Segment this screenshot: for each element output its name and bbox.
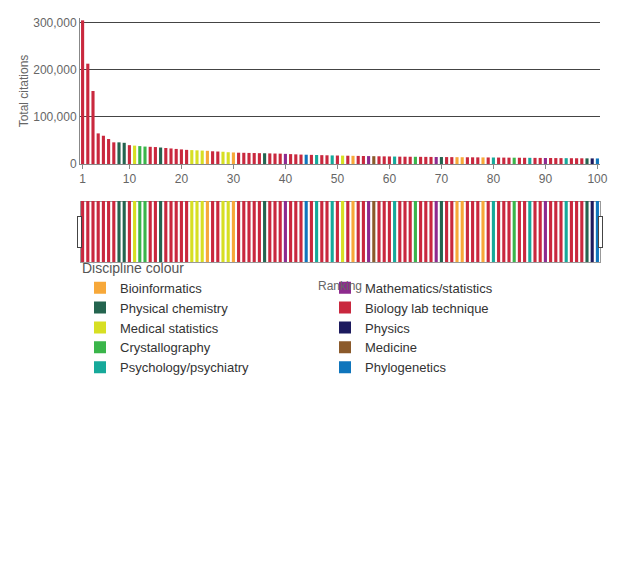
svg-text:Physical chemistry: Physical chemistry — [120, 301, 228, 316]
svg-text:10: 10 — [123, 172, 137, 186]
svg-text:40: 40 — [279, 172, 293, 186]
svg-text:50: 50 — [331, 172, 345, 186]
svg-text:Discipline colour: Discipline colour — [82, 259, 184, 276]
svg-text:Bioinformatics: Bioinformatics — [120, 281, 202, 296]
svg-text:Medicine: Medicine — [365, 340, 417, 355]
svg-text:Biology lab technique: Biology lab technique — [365, 301, 489, 316]
svg-text:Phylogenetics: Phylogenetics — [365, 360, 446, 375]
svg-text:Crystallography: Crystallography — [120, 340, 211, 355]
svg-text:Ranking: Ranking — [318, 279, 362, 293]
svg-text:100: 100 — [587, 172, 607, 186]
svg-text:300,000: 300,000 — [33, 16, 77, 30]
svg-text:100,000: 100,000 — [33, 110, 77, 124]
svg-text:Psychology/psychiatry: Psychology/psychiatry — [120, 360, 249, 375]
svg-text:70: 70 — [435, 172, 449, 186]
svg-text:80: 80 — [487, 172, 501, 186]
svg-text:200,000: 200,000 — [33, 63, 77, 77]
svg-text:30: 30 — [227, 172, 241, 186]
svg-text:Total citations: Total citations — [17, 55, 31, 128]
svg-text:Physics: Physics — [365, 321, 410, 336]
svg-text:Mathematics/statistics: Mathematics/statistics — [365, 281, 493, 296]
svg-text:20: 20 — [175, 172, 189, 186]
svg-text:0: 0 — [70, 157, 77, 171]
svg-text:1: 1 — [79, 172, 86, 186]
svg-text:60: 60 — [383, 172, 397, 186]
svg-text:Medical statistics: Medical statistics — [120, 321, 219, 336]
svg-text:90: 90 — [539, 172, 553, 186]
